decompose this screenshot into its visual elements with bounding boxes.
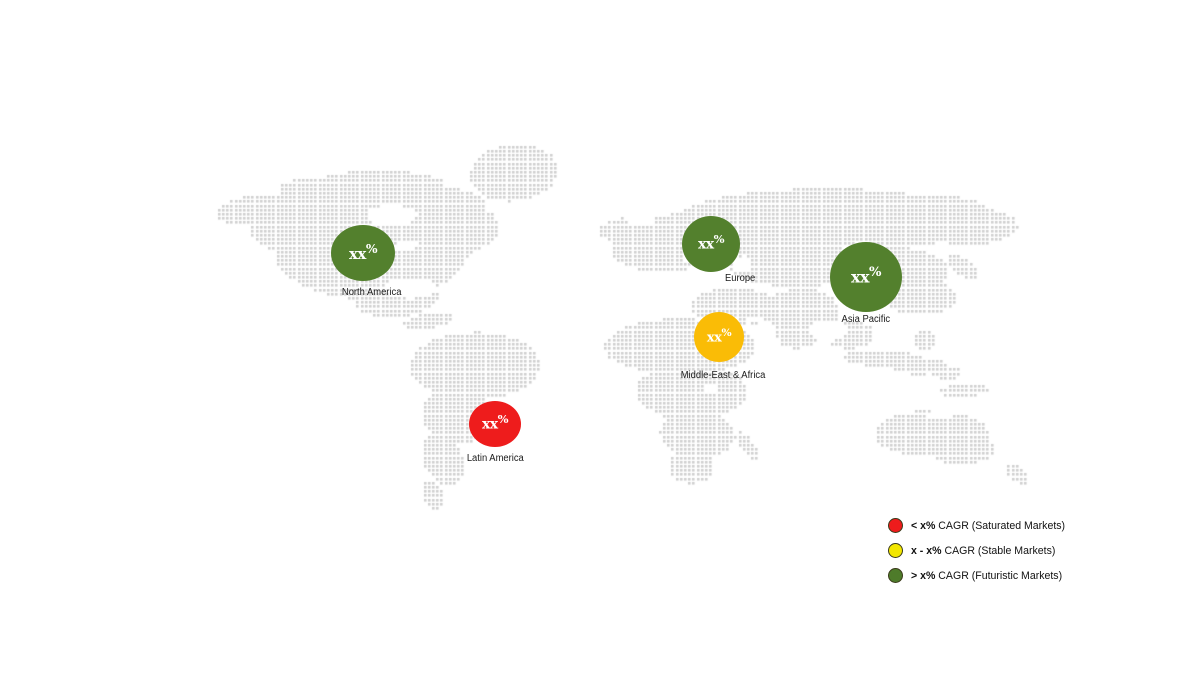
- bubble-value-latin-america: xx%: [481, 412, 509, 433]
- legend-label-saturated: < x% CAGR (Saturated Markets): [911, 520, 1065, 532]
- legend-description-futuristic: CAGR (Futuristic Markets): [935, 569, 1063, 582]
- legend-description-saturated: CAGR (Saturated Markets): [935, 519, 1066, 532]
- legend-item-stable: x - x% CAGR (Stable Markets): [888, 543, 1071, 558]
- legend-label-futuristic: > x% CAGR (Futuristic Markets): [911, 570, 1062, 582]
- label-north-america: North America: [341, 287, 402, 298]
- legend-description-stable: CAGR (Stable Markets): [941, 544, 1056, 557]
- legend-item-saturated: < x% CAGR (Saturated Markets): [888, 518, 1071, 533]
- bubble-value-middle-east-africa: xx%: [706, 325, 732, 346]
- legend: < x% CAGR (Saturated Markets) x - x% CAGR…: [888, 518, 1071, 583]
- bubble-value-europe: xx%: [697, 232, 725, 253]
- bubble-north-america[interactable]: xx%: [331, 225, 395, 281]
- legend-label-stable: x - x% CAGR (Stable Markets): [911, 545, 1055, 557]
- label-latin-america: Latin America: [466, 453, 524, 464]
- bubble-europe[interactable]: xx%: [682, 216, 740, 272]
- label-europe: Europe: [724, 273, 756, 284]
- label-asia-pacific: Asia Pacific: [841, 314, 891, 325]
- legend-threshold-saturated: < x%: [911, 519, 936, 532]
- legend-threshold-futuristic: > x%: [911, 569, 936, 582]
- bubble-value-north-america: xx%: [348, 240, 378, 263]
- bubble-value-asia-pacific: xx%: [850, 265, 882, 287]
- legend-dot-futuristic: [888, 568, 903, 583]
- legend-dot-stable: [888, 543, 903, 558]
- legend-threshold-stable: x - x%: [911, 544, 942, 557]
- bubble-asia-pacific[interactable]: xx%: [830, 242, 902, 312]
- bubble-latin-america[interactable]: xx%: [469, 401, 521, 447]
- legend-item-futuristic: > x% CAGR (Futuristic Markets): [888, 568, 1071, 583]
- legend-dot-saturated: [888, 518, 903, 533]
- bubble-middle-east-africa[interactable]: xx%: [694, 312, 744, 362]
- label-middle-east-africa: Middle-East & Africa: [680, 370, 766, 381]
